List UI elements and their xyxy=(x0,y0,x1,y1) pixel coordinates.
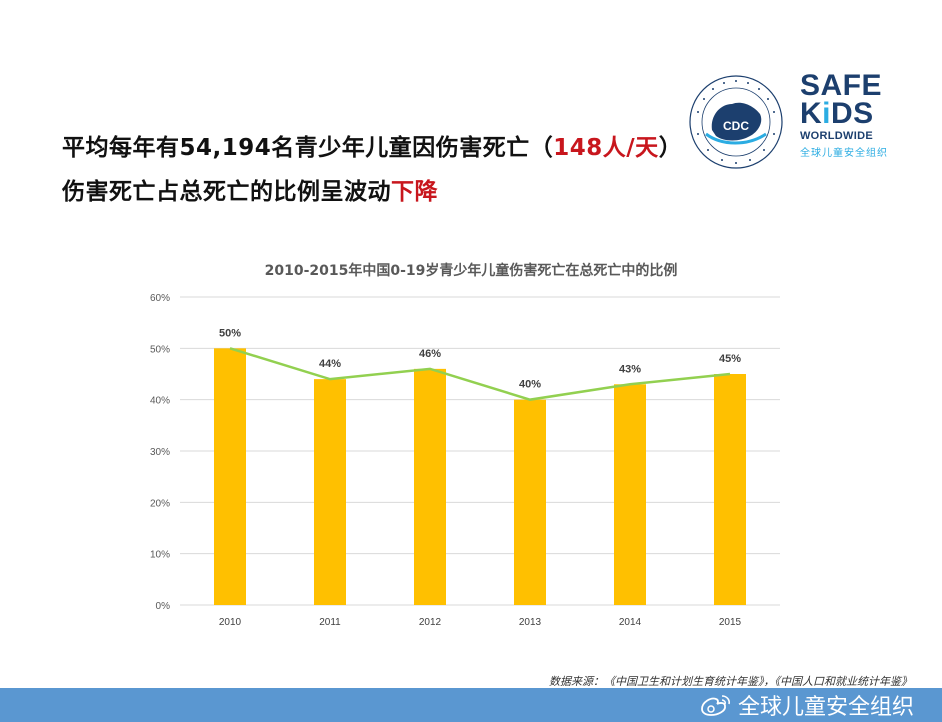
data-label: 50% xyxy=(219,327,241,339)
safekids-logo-cn: 全球儿童安全组织 xyxy=(800,148,888,159)
chart-bar xyxy=(614,384,646,605)
headline-daily-count: 148人/天 xyxy=(553,135,659,161)
x-tick-label: 2015 xyxy=(719,617,742,628)
data-label: 46% xyxy=(419,348,441,360)
y-tick-label: 10% xyxy=(150,550,170,561)
data-source-note: 数据来源：《中国卫生和计划生育统计年鉴》，《中国人口和就业统计年鉴》 xyxy=(549,675,912,688)
y-tick-label: 0% xyxy=(156,601,171,612)
data-label: 45% xyxy=(719,353,741,365)
headline-line-1-text: 平均每年有54,194名青少年儿童因伤害死亡（ xyxy=(62,135,554,161)
headline-line-1-close: ） xyxy=(658,135,683,161)
cdc-logo-text: CDC xyxy=(723,119,749,133)
safekids-logo-kids: KiDS xyxy=(800,97,890,130)
chart: 0%10%20%30%40%50%60% 50%44%46%40%43%45% … xyxy=(150,293,780,628)
cdc-logo: CDC xyxy=(689,75,783,169)
chart-title: 2010-2015年中国0-19岁青少年儿童伤害死亡在总死亡中的比例 xyxy=(264,263,678,279)
y-tick-label: 50% xyxy=(150,344,170,355)
footer-bar xyxy=(0,688,942,722)
data-label: 40% xyxy=(519,379,541,391)
trend-line xyxy=(229,347,731,401)
headline-trend-word: 下降 xyxy=(391,179,438,205)
chart-trend-line xyxy=(229,347,731,401)
chart-bar xyxy=(314,379,346,605)
chart-data-labels: 50% 44% 46% 40% 43% 45% xyxy=(219,327,741,390)
x-tick-label: 2010 xyxy=(219,617,242,628)
y-tick-label: 20% xyxy=(150,498,170,509)
weibo-account-name: 全球儿童安全组织 xyxy=(737,695,914,720)
weibo-icon xyxy=(701,695,730,716)
safekids-logo-k: K xyxy=(800,97,823,130)
safekids-logo-safe: SAFE xyxy=(800,69,883,102)
chart-bar xyxy=(714,374,746,605)
chart-bar xyxy=(514,399,546,605)
headline-line-1: 平均每年有54,194名青少年儿童因伤害死亡（148人/天） xyxy=(62,128,682,162)
chart-gridlines xyxy=(180,296,780,606)
data-label: 43% xyxy=(619,363,641,375)
chart-bar xyxy=(214,348,246,605)
data-label: 44% xyxy=(319,358,341,370)
x-tick-label: 2013 xyxy=(519,617,542,628)
safekids-logo: SAFE KiDS WORLDWIDE 全球儿童安全组织 xyxy=(800,69,890,160)
headline-line-2-text: 伤害死亡占总死亡的比例呈波动 xyxy=(62,179,391,205)
x-tick-label: 2014 xyxy=(619,617,642,628)
safekids-logo-i: i xyxy=(822,97,832,130)
y-tick-label: 60% xyxy=(150,293,170,304)
y-tick-label: 40% xyxy=(150,396,170,407)
safekids-logo-ds: DS xyxy=(831,97,874,130)
chart-x-axis: 2010 2011 2012 2013 2014 2015 xyxy=(219,617,742,628)
chart-y-axis: 0% 10% 20% 30% 40% 50% 60% xyxy=(150,293,170,612)
safekids-logo-worldwide: WORLDWIDE xyxy=(800,130,873,142)
x-tick-label: 2011 xyxy=(319,617,341,628)
weibo-watermark: 全球儿童安全组织 xyxy=(698,691,914,720)
y-tick-label: 30% xyxy=(150,447,170,458)
x-tick-label: 2012 xyxy=(419,617,442,628)
headline-line-2: 伤害死亡占总死亡的比例呈波动下降 xyxy=(62,172,438,206)
chart-bars xyxy=(214,348,746,605)
chart-bar xyxy=(414,368,446,605)
